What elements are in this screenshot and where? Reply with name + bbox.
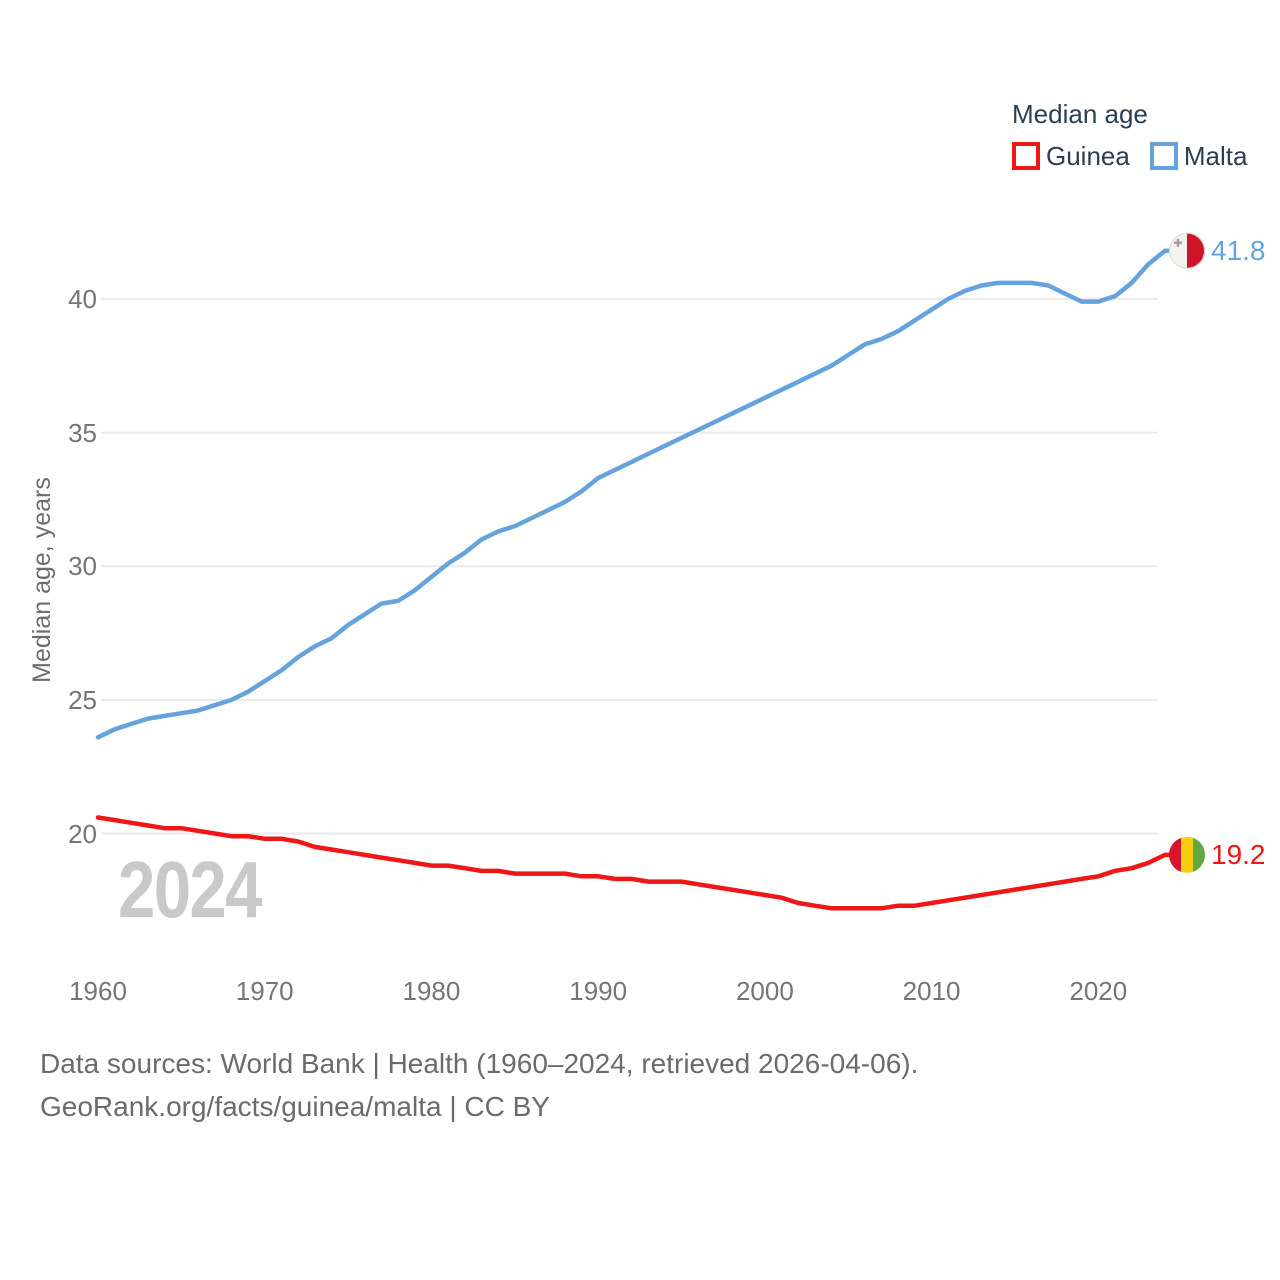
legend-label-guinea: Guinea	[1046, 141, 1130, 171]
malta-end-value: 41.8	[1211, 234, 1266, 266]
attribution-line: GeoRank.org/facts/guinea/malta | CC BY	[40, 1091, 550, 1122]
data-sources-line: Data sources: World Bank | Health (1960–…	[40, 1048, 919, 1079]
x-tick-label: 1990	[569, 976, 628, 1006]
series-line-malta	[95, 248, 1175, 740]
legend: Median age Guinea Malta	[1012, 99, 1247, 171]
guinea-flag-icon	[1169, 836, 1205, 873]
footer: Data sources: World Bank | Health (1960–…	[40, 1042, 918, 1128]
series-line-guinea	[95, 815, 1175, 911]
x-tick-label: 2000	[735, 976, 794, 1006]
x-tick-label: 1970	[235, 976, 294, 1006]
y-tick-label: 25	[68, 684, 97, 715]
guinea-end-value: 19.2	[1211, 838, 1266, 870]
x-tick-label: 1980	[402, 976, 461, 1006]
x-tick-label: 1960	[69, 976, 127, 1006]
y-tick-label: 40	[68, 283, 97, 314]
y-tick-label: 20	[68, 818, 97, 849]
watermark-year: 2024	[118, 845, 262, 934]
legend-item-malta[interactable]: Malta	[1149, 141, 1248, 171]
y-tick-label: 35	[68, 417, 97, 448]
guinea-swatch-icon	[1012, 142, 1040, 170]
legend-label-malta: Malta	[1183, 141, 1248, 171]
y-tick-label: 30	[68, 551, 97, 582]
x-tick-label: 2010	[902, 976, 961, 1006]
y-axis-title: Median age, years	[28, 477, 56, 683]
x-tick-label: 2020	[1069, 976, 1128, 1006]
malta-swatch-icon	[1149, 142, 1178, 170]
legend-items: Guinea Malta	[1012, 141, 1247, 171]
legend-title: Median age	[1012, 99, 1148, 129]
malta-flag-icon	[1169, 232, 1205, 269]
legend-item-guinea[interactable]: Guinea	[1012, 141, 1130, 171]
